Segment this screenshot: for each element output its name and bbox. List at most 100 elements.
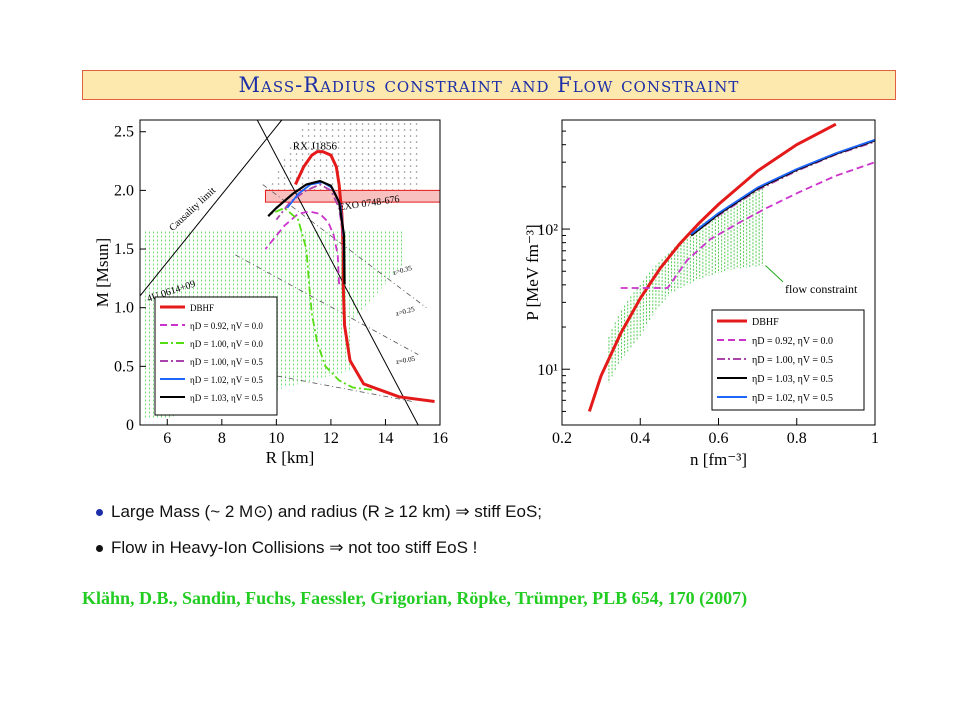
hatch-dot [403, 141, 406, 143]
hatch-dot [319, 171, 322, 173]
y-tick-label: 0 [126, 417, 134, 434]
hatch-dot [313, 165, 316, 167]
y-tick-label: 2.0 [114, 182, 134, 199]
hatch-dot [301, 141, 304, 143]
slide-title-box: Mass-Radius constraint and Flow constrai… [82, 70, 896, 100]
hatch-dot [355, 147, 358, 149]
hatch-dot [331, 147, 334, 149]
hatch-dot [289, 177, 292, 179]
hatch-dot [295, 159, 298, 161]
hatch-dot [361, 147, 364, 149]
hatch-dot [295, 153, 298, 155]
hatch-dot [313, 135, 316, 137]
hatch-dot [283, 159, 286, 161]
series-line-5 [267, 179, 346, 285]
hatch-dot [385, 177, 388, 179]
hatch-dot [331, 123, 334, 125]
hatch-dot [397, 159, 400, 161]
hatch-dot [409, 183, 412, 185]
hatch-dot [397, 171, 400, 173]
hatch-dot [349, 177, 352, 179]
hatch-dot [385, 171, 388, 173]
hatch-dot [343, 177, 346, 179]
hatch-dot [295, 165, 298, 167]
hatch-dot [409, 177, 412, 179]
hatch-dot [397, 153, 400, 155]
hatch-dot [349, 183, 352, 185]
hatch-dot [313, 123, 316, 125]
hatch-dot [301, 177, 304, 179]
hatch-dot [301, 159, 304, 161]
hatch-dot [343, 171, 346, 173]
hatch-dot [409, 147, 412, 149]
annotation-flow: flow constraint [785, 282, 858, 296]
hatch-dot [391, 135, 394, 137]
hatch-dot [409, 135, 412, 137]
hatch-dot [313, 177, 316, 179]
hatch-dot [319, 165, 322, 167]
hatch-dot [337, 129, 340, 131]
hatch-dot [295, 147, 298, 149]
hatch-dot [391, 159, 394, 161]
hatch-dot [319, 153, 322, 155]
hatch-dot [337, 153, 340, 155]
hatch-dot [355, 183, 358, 185]
hatch-dot [301, 135, 304, 137]
hatch-dot [409, 159, 412, 161]
hatch-dot [355, 135, 358, 137]
hatch-dot [301, 183, 304, 185]
hatch-dot [385, 129, 388, 131]
hatch-dot [319, 123, 322, 125]
hatch-dot [325, 165, 328, 167]
hatch-dot [301, 147, 304, 149]
hatch-dot [361, 177, 364, 179]
hatch-dot [283, 177, 286, 179]
hatch-dot [343, 135, 346, 137]
legend-label: ηD = 1.03, ηV = 0.5 [752, 374, 833, 385]
bullet-list: Large Mass (~ 2 M⊙) and radius (R ≥ 12 k… [96, 494, 896, 566]
hatch-dot [409, 129, 412, 131]
hatch-dot [367, 123, 370, 125]
hatch-dot [373, 159, 376, 161]
hatch-dot [385, 183, 388, 185]
hatch-dot [385, 123, 388, 125]
hatch-dot [319, 129, 322, 131]
annotation-rxj: RX J1856 [293, 140, 338, 152]
citation: Klähn, D.B., Sandin, Fuchs, Faessler, Gr… [82, 588, 748, 608]
series-line-2 [270, 206, 372, 391]
hatch-dot [307, 177, 310, 179]
hatch-dot [313, 159, 316, 161]
hatch-dot [403, 165, 406, 167]
hatch-dot [385, 135, 388, 137]
hatch-dot [403, 183, 406, 185]
hatch-dot [349, 129, 352, 131]
hatch-dot [277, 183, 280, 185]
hatch-dot [307, 147, 310, 149]
hatch-dot [349, 159, 352, 161]
hatch-dot [361, 129, 364, 131]
hatch-dot [319, 147, 322, 149]
hatch-dot [307, 153, 310, 155]
hatch-dot [307, 135, 310, 137]
hatch-dot [367, 171, 370, 173]
hatch-dot [379, 165, 382, 167]
hatch-dot [337, 159, 340, 161]
hatch-dot [367, 153, 370, 155]
hatch-dot [349, 147, 352, 149]
hatch-dot [343, 153, 346, 155]
hatch-dot [349, 171, 352, 173]
redshift-line [262, 184, 427, 309]
annotation-z005: z=0.05 [395, 355, 416, 366]
legend-label: DBHF [752, 317, 779, 328]
hatch-dot [301, 153, 304, 155]
x-tick-label: 10 [268, 430, 284, 447]
hatch-dot [367, 177, 370, 179]
hatch-dot [415, 153, 418, 155]
hatch-dot [343, 141, 346, 143]
x-tick-label: 0.4 [630, 430, 650, 447]
hatch-dot [373, 153, 376, 155]
hatch-dot [277, 171, 280, 173]
hatch-dot [391, 165, 394, 167]
hatch-dot [307, 141, 310, 143]
